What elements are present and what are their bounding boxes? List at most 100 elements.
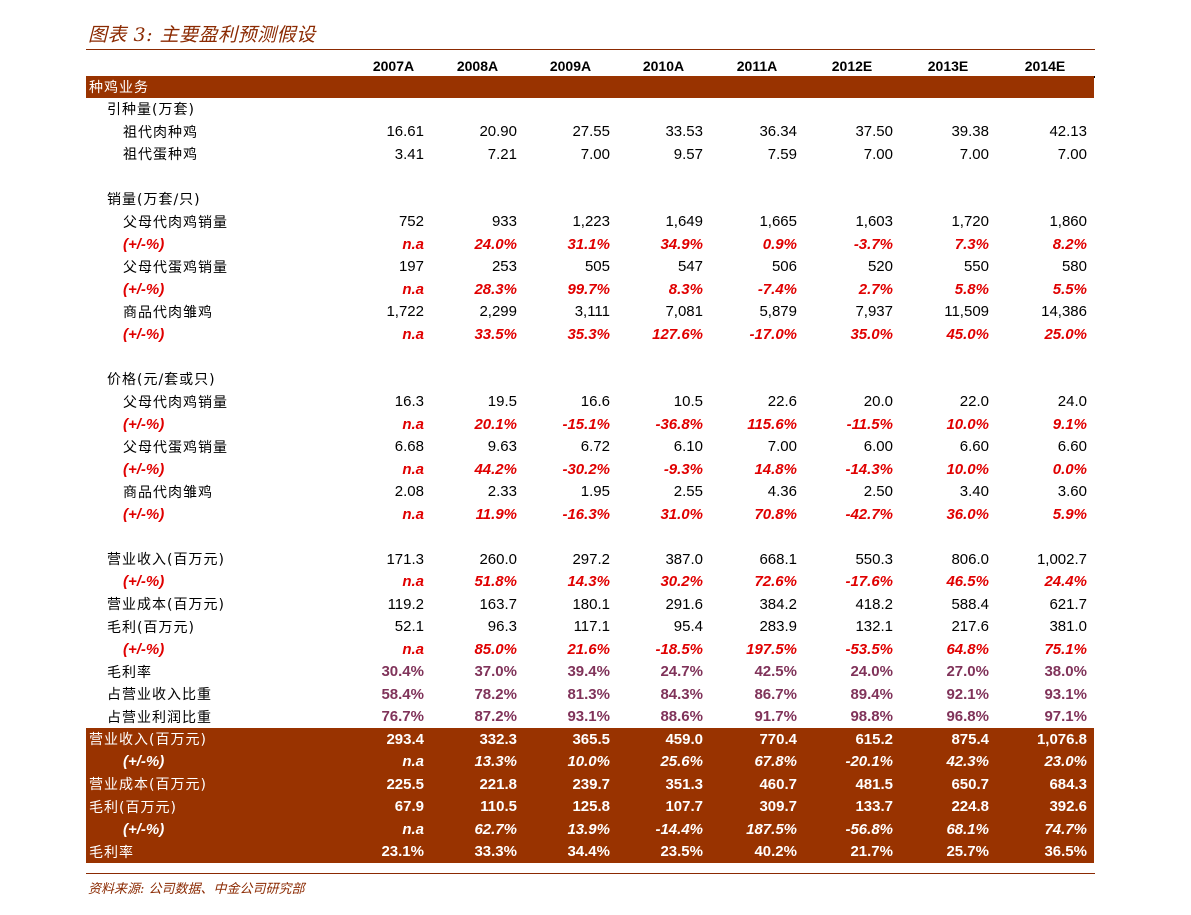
section-cell — [617, 76, 710, 98]
value-cell: 650.7 — [900, 773, 996, 796]
group-label: 价格(元/套或只) — [107, 372, 216, 389]
data-row: 商品代肉雏鸡 1,722 2,299 3,111 7,081 5,879 7,937 11,5… — [86, 301, 1094, 324]
col-header: 2011A — [736, 57, 778, 74]
value-cell: 16.3 — [394, 393, 424, 411]
value-cell: 1,720 — [951, 213, 989, 231]
row-label: (+/-%) — [86, 750, 356, 773]
value-cell: 96.8% — [946, 708, 989, 726]
value-cell: 28.3% — [474, 280, 517, 298]
value-cell: n.a — [356, 750, 431, 773]
row-label: 毛利(百万元) — [107, 619, 195, 636]
value-cell: 392.6 — [996, 795, 1094, 818]
value-cell: 107.7 — [617, 795, 710, 818]
value-cell: 10.0% — [524, 750, 617, 773]
data-row: (+/-%) n.a 85.0% 21.6% -18.5% 197.5% -53.5% 64.… — [86, 638, 1094, 661]
group-row: 销量(万套/只) — [86, 188, 1094, 211]
value-cell: 23.5% — [617, 840, 710, 863]
value-cell: 1,722 — [386, 303, 424, 321]
value-cell: 6.68 — [394, 438, 424, 456]
value-cell: 23.0% — [996, 750, 1094, 773]
value-cell: 4.36 — [767, 483, 797, 501]
value-cell: 283.9 — [759, 618, 797, 636]
value-cell: 22.6 — [767, 393, 797, 411]
value-cell: 33.3% — [431, 840, 524, 863]
spacer-cell — [524, 166, 617, 189]
summary-row: 营业成本(百万元) 225.5 221.8 239.7 351.3 460.7 481.5 6… — [86, 773, 1094, 796]
value-cell: 31.1% — [567, 235, 610, 253]
value-cell: 7.00 — [959, 145, 989, 163]
row-label: 商品代肉雏鸡 — [123, 484, 213, 501]
value-cell: 67.8% — [710, 750, 804, 773]
spacer-cell — [356, 346, 431, 369]
spacer-row — [86, 346, 1094, 369]
value-cell: 20.90 — [479, 123, 517, 141]
value-cell: 27.55 — [572, 123, 610, 141]
value-cell: 16.61 — [386, 123, 424, 141]
value-cell: 75.1% — [1044, 640, 1087, 658]
value-cell: 6.60 — [959, 438, 989, 456]
row-label: 父母代蛋鸡销量 — [123, 439, 228, 456]
empty-cell — [900, 188, 996, 211]
value-cell: 8.3% — [668, 280, 703, 298]
value-cell: 115.6% — [747, 415, 797, 433]
data-row: 商品代肉雏鸡 2.08 2.33 1.95 2.55 4.36 2.50 3.40 3.60 — [86, 481, 1094, 504]
spacer-row — [86, 166, 1094, 189]
spacer-cell — [996, 166, 1094, 189]
value-cell: 9.1% — [1052, 415, 1087, 433]
empty-cell — [356, 188, 431, 211]
value-cell: 253 — [491, 258, 517, 276]
data-row: 父母代蛋鸡销量 6.68 9.63 6.72 6.10 7.00 6.00 6.60 6.60 — [86, 436, 1094, 459]
value-cell: 38.0% — [1044, 663, 1087, 681]
group-label: 引种量(万套) — [107, 102, 195, 119]
value-cell: 5.8% — [954, 280, 989, 298]
spacer-cell — [617, 166, 710, 189]
value-cell: 387.0 — [665, 550, 703, 568]
value-cell: 7.00 — [863, 145, 893, 163]
value-cell: 1,860 — [1049, 213, 1087, 231]
value-cell: 163.7 — [479, 595, 517, 613]
data-row: (+/-%) n.a 28.3% 99.7% 8.3% -7.4% 2.7% 5.8% 5.5% — [86, 278, 1094, 301]
value-cell: 11.9% — [475, 505, 517, 523]
value-cell: 187.5% — [710, 818, 804, 841]
value-cell: 85.0% — [474, 640, 517, 658]
data-row: 父母代肉鸡销量 16.3 19.5 16.6 10.5 22.6 20.0 22.0 24.0 — [86, 391, 1094, 414]
figure-title: 图表 3: 主要盈利预测假设 — [88, 24, 316, 46]
value-cell: 10.0% — [946, 460, 989, 478]
value-cell: 752 — [398, 213, 424, 231]
section-cell — [431, 76, 524, 98]
row-label: (+/-%) — [86, 818, 356, 841]
data-row: (+/-%) n.a 44.2% -30.2% -9.3% 14.8% -14.3% 10.0… — [86, 458, 1094, 481]
section-cell — [804, 76, 900, 98]
value-cell: 309.7 — [710, 795, 804, 818]
value-cell: 460.7 — [710, 773, 804, 796]
value-cell: 14.3% — [567, 573, 610, 591]
value-cell: 25.0% — [1044, 325, 1087, 343]
data-row: 占营业利润比重 76.7% 87.2% 93.1% 88.6% 91.7% 98.8% 96.… — [86, 706, 1094, 729]
value-cell: -7.4% — [757, 280, 797, 298]
row-label: (+/-%) — [123, 460, 165, 478]
value-cell: 24.7% — [660, 663, 703, 681]
value-cell: 13.3% — [431, 750, 524, 773]
data-row: (+/-%) n.a 51.8% 14.3% 30.2% 72.6% -17.6% 46.5%… — [86, 571, 1094, 594]
value-cell: 384.2 — [759, 595, 797, 613]
value-cell: 21.6% — [567, 640, 610, 658]
value-cell: 81.3% — [567, 685, 610, 703]
row-label: 营业收入(百万元) — [107, 552, 225, 569]
spacer-cell — [996, 346, 1094, 369]
row-label: 占营业收入比重 — [107, 687, 212, 704]
col-header: 2013E — [927, 57, 969, 74]
empty-cell — [617, 188, 710, 211]
value-cell: 1,002.7 — [1036, 550, 1087, 568]
value-cell: 92.1% — [946, 685, 989, 703]
value-cell: 24.0% — [850, 663, 893, 681]
value-cell: 76.7% — [381, 708, 424, 726]
value-cell: 58.4% — [381, 685, 424, 703]
spacer-cell — [900, 346, 996, 369]
value-cell: 291.6 — [665, 595, 703, 613]
value-cell: 332.3 — [431, 728, 524, 751]
value-cell: 36.0% — [946, 505, 989, 523]
value-cell: 10.5 — [673, 393, 703, 411]
empty-cell — [617, 368, 710, 391]
value-cell: 1,223 — [572, 213, 610, 231]
value-cell: 23.1% — [356, 840, 431, 863]
